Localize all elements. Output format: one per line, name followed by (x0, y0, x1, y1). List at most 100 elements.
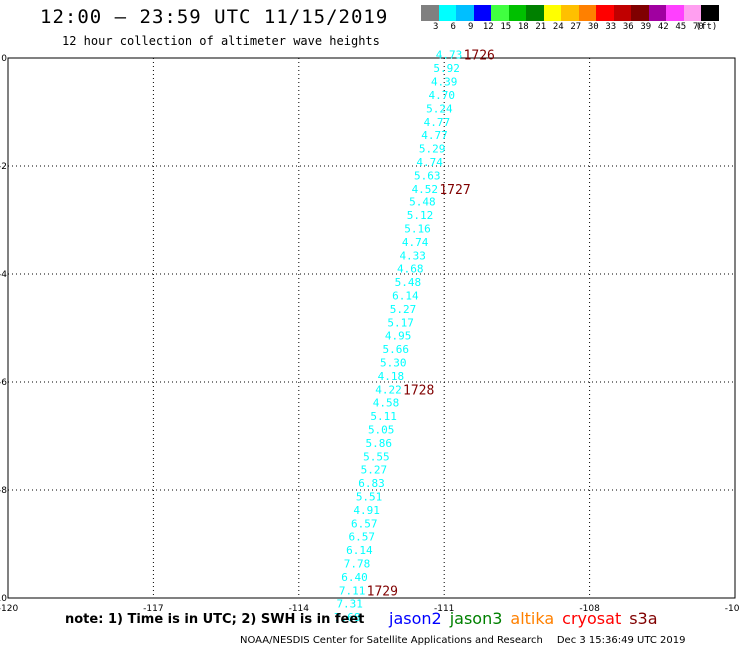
swh-observation: 5.51 (356, 491, 383, 504)
swh-observation: 4.58 (373, 397, 400, 410)
map-title: 12:00 – 23:59 UTC 11/15/2019 (40, 6, 389, 28)
legend-label: 6 (450, 22, 456, 32)
satellite-legend: jason2 jason3 altika cryosat s3a (389, 609, 666, 628)
swh-observation: 4.77 (421, 129, 448, 142)
map-frame (7, 57, 736, 599)
longitude-tick-label: -114 (289, 604, 310, 614)
swh-observation: 4.73 (436, 48, 463, 61)
satellite-s3a: s3a (629, 609, 658, 628)
latitude-tick-label: -4 (0, 270, 7, 280)
longitude-tick-label: -111 (434, 604, 454, 614)
swh-observation: 6.57 (349, 531, 376, 544)
legend-swatch (456, 5, 474, 21)
swh-observation: 5.11 (370, 410, 397, 423)
swh-observation: 4.52 (412, 183, 439, 196)
generated-timestamp: Dec 3 15:36:49 UTC 2019 (556, 635, 686, 646)
legend-swatch (508, 5, 526, 21)
swh-observation: 5.05 (368, 424, 395, 437)
latitude-tick-label: -6 (0, 378, 7, 388)
legend-unit: (ft) (695, 22, 718, 32)
pass-time-label: 1729 (367, 585, 398, 600)
legend-swatch (578, 5, 596, 21)
swh-observation: 6.57 (351, 518, 378, 531)
swh-observation: 4.39 (431, 75, 458, 88)
footer-note: note: 1) Time is in UTC; 2) SWH is in fe… (65, 612, 365, 627)
swh-observation: 5.55 (363, 451, 390, 464)
swh-observation: 5.48 (409, 196, 436, 209)
swh-observation: 4.33 (399, 250, 426, 263)
swh-observation: 5.48 (395, 276, 422, 289)
legend-label: 30 (587, 22, 599, 32)
legend-swatch (631, 5, 649, 21)
latitude-tick-label: -2 (0, 162, 7, 172)
swh-observation: 4.77 (424, 116, 451, 129)
swh-observation: 4.18 (378, 370, 405, 383)
legend-label: 24 (552, 22, 564, 32)
swh-observation: 5.17 (387, 317, 414, 330)
swh-observation: 5.24 (426, 102, 453, 115)
legend-label: 39 (640, 22, 652, 32)
pass-time-label: 1728 (403, 384, 434, 399)
swh-observation: 4.95 (385, 330, 412, 343)
legend-swatch (526, 5, 544, 21)
longitude-tick-label: -105 (725, 604, 740, 614)
swh-observation: 5.29 (419, 142, 446, 155)
legend-label: 21 (535, 22, 547, 32)
longitude-tick-label: -117 (143, 604, 163, 614)
wave-height-color-legend (421, 5, 719, 21)
swh-observation: 4.74 (402, 236, 429, 249)
legend-swatch (648, 5, 666, 21)
credit-line: NOAA/NESDIS Center for Satellite Applica… (240, 635, 685, 646)
swh-observation: 5.66 (382, 343, 409, 356)
legend-swatch (473, 5, 491, 21)
legend-label: 3 (433, 22, 439, 32)
pass-time-label: 1726 (464, 48, 495, 63)
satellite-altika: altika (510, 609, 555, 628)
swh-observation: 5.16 (404, 223, 431, 236)
legend-label: 42 (657, 22, 669, 32)
legend-swatch (683, 5, 701, 21)
legend-label: 45 (675, 22, 687, 32)
legend-labels: 3 6 9 12 15 18 21 24 27 30 33 36 39 42 45 70 (ft) (421, 22, 740, 34)
swh-observation: 4.22 (375, 384, 402, 397)
swh-observation: 5.30 (380, 357, 407, 370)
legend-swatch (438, 5, 456, 21)
swh-observation: 4.74 (416, 156, 443, 169)
swh-observation: 5.12 (407, 209, 434, 222)
swh-observation: 7.11 (339, 585, 366, 598)
legend-swatch (543, 5, 561, 21)
legend-label: 18 (517, 22, 529, 32)
legend-label: 27 (570, 22, 582, 32)
longitude-tick-label: -108 (579, 604, 600, 614)
swh-observation: 7.31 (336, 597, 363, 610)
legend-label: 33 (605, 22, 617, 32)
satellite-jason2: jason2 (389, 609, 442, 628)
latitude-tick-label: -10 (0, 594, 7, 604)
swh-observation: 6.83 (358, 477, 385, 490)
legend-label: 70 (692, 22, 704, 32)
pass-time-label: 1727 (439, 183, 470, 198)
swh-observation: 6.40 (341, 571, 368, 584)
swh-observation: 4.91 (353, 504, 380, 517)
swh-observation: 7.78 (344, 558, 371, 571)
legend-swatch (613, 5, 631, 21)
legend-swatch (596, 5, 614, 21)
swh-observation: 4.70 (429, 89, 456, 102)
swh-observation: 5.27 (390, 303, 417, 316)
legend-label: 9 (468, 22, 474, 32)
legend-label: 12 (482, 22, 494, 32)
legend-label: 36 (622, 22, 634, 32)
legend-swatch (421, 5, 439, 21)
latitude-tick-label: -8 (0, 486, 7, 496)
legend-label: 15 (500, 22, 512, 32)
satellite-cryosat: cryosat (562, 609, 622, 628)
swh-observation: 5.86 (366, 437, 393, 450)
swh-observation: 7.68 (334, 611, 361, 624)
legend-swatch (491, 5, 509, 21)
legend-swatch (561, 5, 579, 21)
latitude-tick-label: 0 (1, 54, 7, 64)
swh-observation: 5.27 (361, 464, 388, 477)
swh-observation: 5.63 (414, 169, 441, 182)
swh-observation: 6.14 (392, 290, 419, 303)
